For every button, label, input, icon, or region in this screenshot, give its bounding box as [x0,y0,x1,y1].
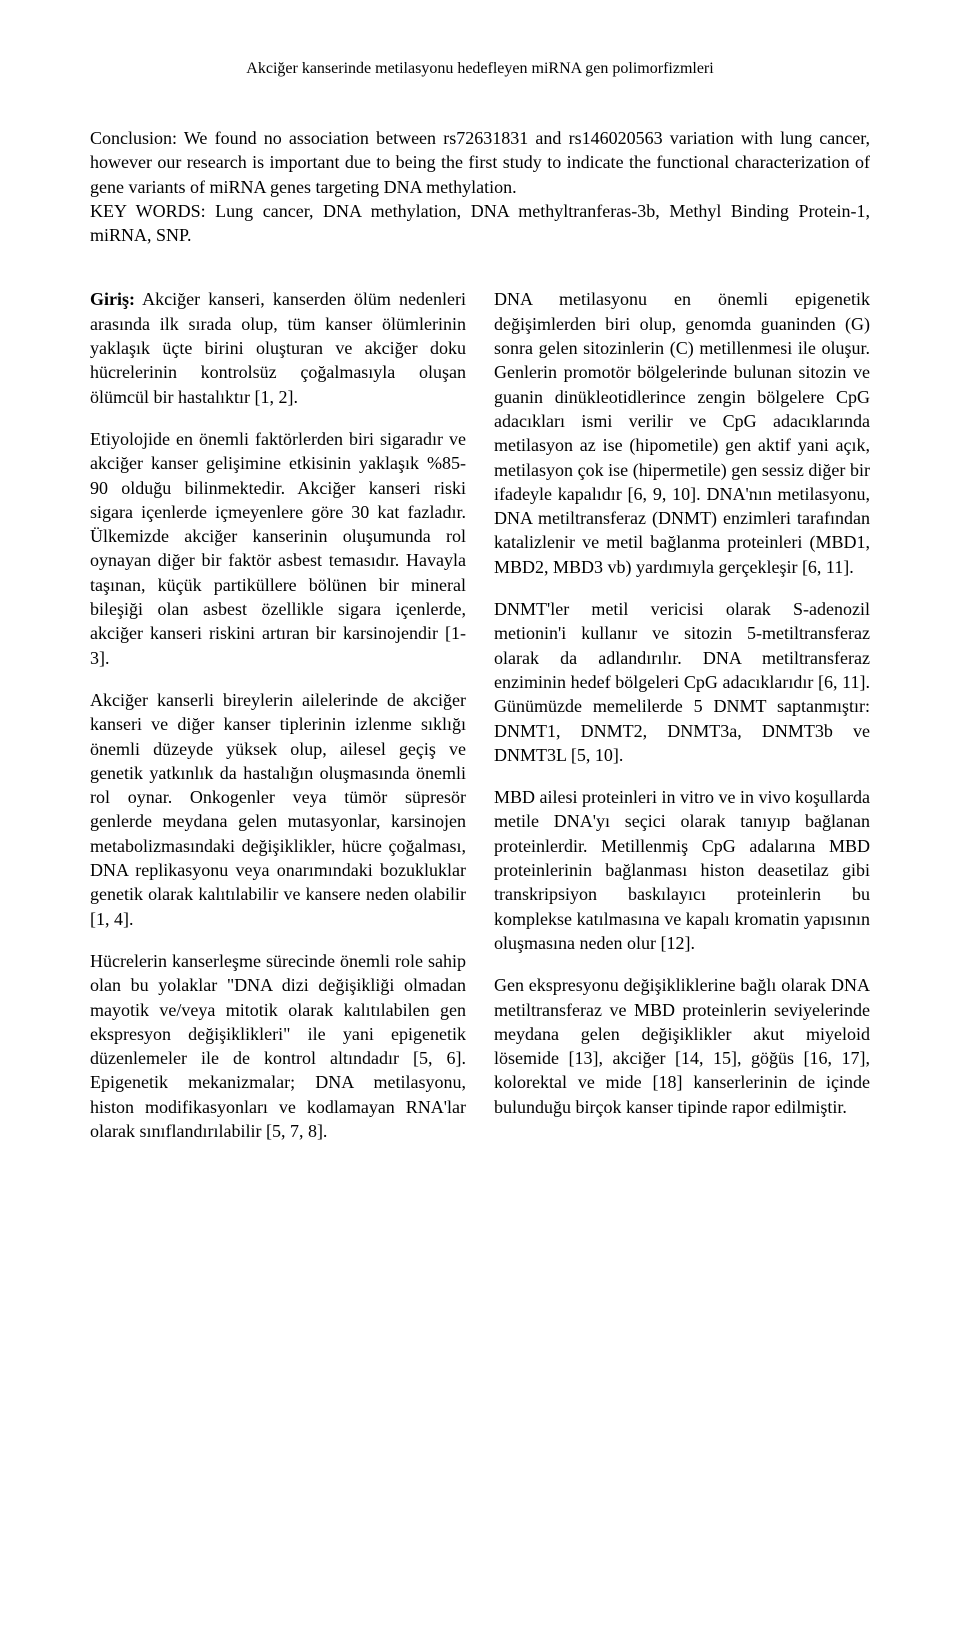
abstract-conclusion: Conclusion: We found no association betw… [90,128,870,197]
two-column-body: Giriş: Akciğer kanseri, kanserden ölüm n… [90,287,870,1161]
right-p2: DNMT'ler metil vericisi olarak S-adenozi… [494,597,870,767]
left-p1-text: Akciğer kanseri, kanserden ölüm nedenler… [90,289,466,406]
left-column: Giriş: Akciğer kanseri, kanserden ölüm n… [90,287,466,1161]
giris-label: Giriş: [90,289,135,309]
right-p4: Gen ekspresyonu değişikliklerine bağlı o… [494,973,870,1119]
right-p3: MBD ailesi proteinleri in vitro ve in vi… [494,785,870,955]
abstract-keywords: KEY WORDS: Lung cancer, DNA methylation,… [90,201,870,245]
left-p3: Akciğer kanserli bireylerin ailelerinde … [90,688,466,931]
page-container: Akciğer kanserinde metilasyonu hedefleye… [0,0,960,1221]
right-p1: DNA metilasyonu en önemli epigenetik değ… [494,287,870,579]
left-p1: Giriş: Akciğer kanseri, kanserden ölüm n… [90,287,466,408]
abstract-block: Conclusion: We found no association betw… [90,126,870,247]
left-p2: Etiyolojide en önemli faktörlerden biri … [90,427,466,670]
running-head: Akciğer kanserinde metilasyonu hedefleye… [90,60,870,78]
right-column: DNA metilasyonu en önemli epigenetik değ… [494,287,870,1161]
left-p4: Hücrelerin kanserleşme sürecinde önemli … [90,949,466,1143]
